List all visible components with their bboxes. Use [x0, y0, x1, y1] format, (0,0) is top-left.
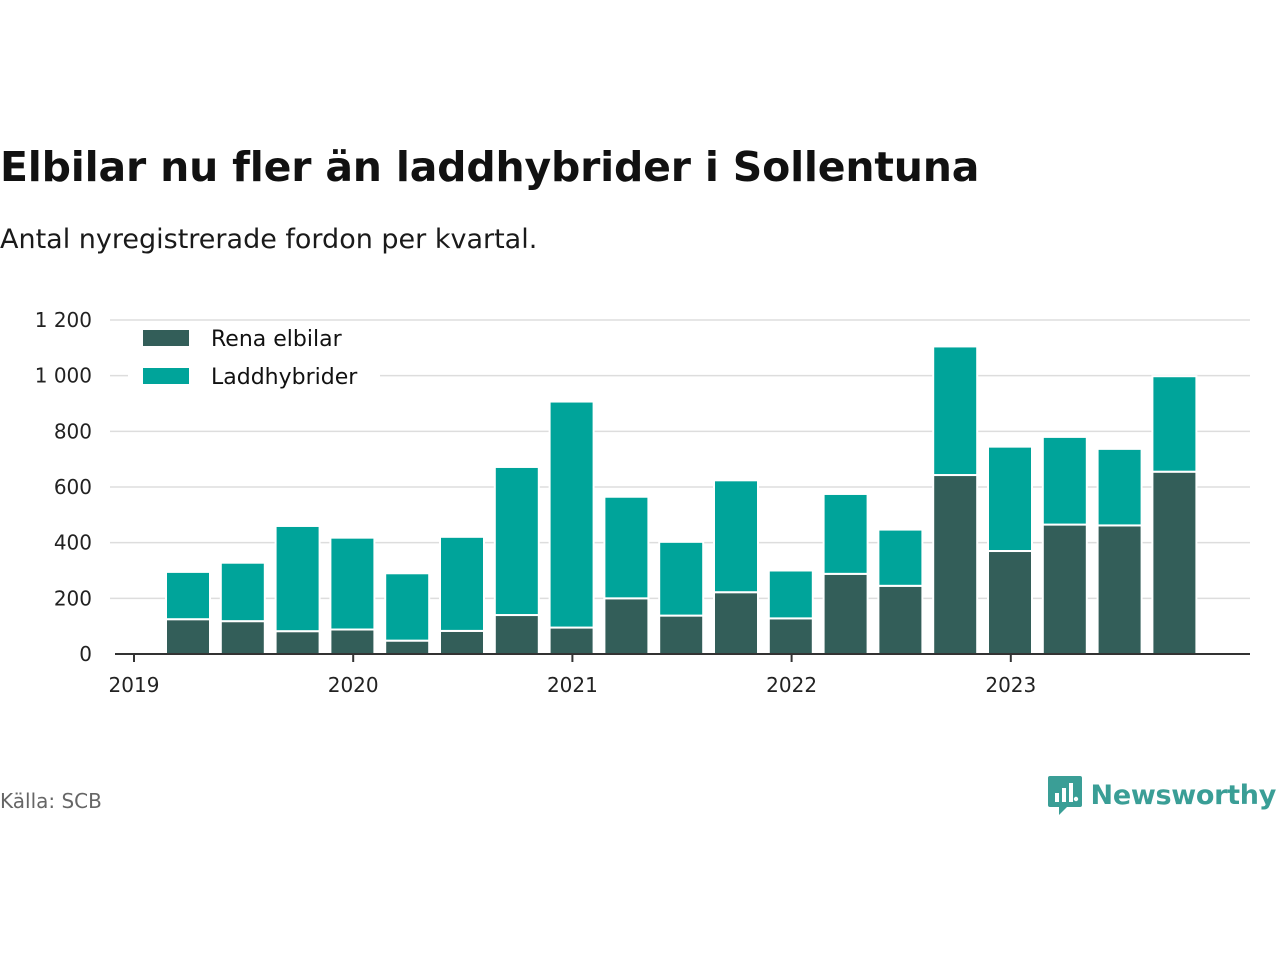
legend-item-laddhybrider-swatch [143, 368, 189, 384]
bar-laddhybrider [932, 345, 979, 477]
x-tick-label: 2022 [766, 673, 817, 697]
legend-item-laddhybrider-label: Laddhybrider [211, 365, 358, 390]
bar-rena-elbilar [1096, 524, 1143, 655]
bar-laddhybrider [439, 535, 485, 632]
legend-item-rena-elbilar-label: Rena elbilar [211, 327, 343, 352]
bar-laddhybrider [1151, 375, 1198, 473]
bar-laddhybrider [384, 572, 431, 642]
y-tick-label: 800 [54, 419, 92, 443]
bar-rena-elbilar [274, 630, 321, 656]
bar-laddhybrider [548, 400, 595, 629]
bar-rena-elbilar [1151, 470, 1198, 656]
bar-laddhybrider [274, 524, 321, 633]
newsworthy-logo-icon [1047, 776, 1082, 815]
bar-rena-elbilar [439, 629, 485, 655]
bar-laddhybrider [493, 465, 540, 617]
bar-laddhybrider [713, 479, 759, 594]
bar-rena-elbilar [987, 550, 1033, 655]
legend-item-rena-elbilar-swatch [143, 330, 189, 346]
bar-rena-elbilar [493, 614, 540, 655]
y-tick-label: 200 [54, 586, 92, 610]
bar-rena-elbilar [1041, 523, 1088, 656]
x-tick-label: 2020 [328, 673, 379, 697]
chart-subtitle: Antal nyregistrerade fordon per kvartal. [0, 224, 538, 255]
brand-name: Newsworthy [1090, 779, 1277, 811]
bar-rena-elbilar [658, 614, 705, 656]
bar-laddhybrider [658, 540, 705, 617]
bar-rena-elbilar [548, 626, 595, 656]
bar-rena-elbilar [877, 584, 924, 656]
bar-rena-elbilar [713, 591, 759, 656]
x-tick-label: 2021 [547, 673, 598, 697]
legend: Rena elbilar Laddhybrider [128, 322, 380, 402]
brand-logo: Newsworthy [1047, 774, 1276, 816]
bar-rena-elbilar [767, 617, 814, 656]
bar-laddhybrider [987, 445, 1033, 553]
bar-rena-elbilar [219, 620, 266, 656]
bar-rena-elbilar [165, 618, 211, 655]
bar-laddhybrider [219, 561, 266, 623]
x-tick-label: 2019 [109, 673, 160, 697]
bar-laddhybrider [822, 492, 869, 575]
y-tick-label: 400 [54, 531, 92, 555]
bar-laddhybrider [603, 495, 650, 600]
x-tick-label: 2023 [985, 673, 1036, 697]
bars [165, 345, 1198, 656]
y-axis-ticks: 0 200 400 600 800 1 000 1 200 [35, 308, 92, 666]
bar-rena-elbilar [603, 597, 650, 655]
y-tick-label: 0 [79, 642, 92, 666]
bar-rena-elbilar [932, 474, 979, 656]
bar-rena-elbilar [822, 572, 869, 656]
y-tick-label: 600 [54, 475, 92, 499]
y-tick-label: 1 000 [35, 364, 92, 388]
x-axis: 2019 2020 2021 2022 2023 [109, 653, 1250, 697]
source-note: Källa: SCB [0, 789, 102, 813]
bar-laddhybrider [1041, 435, 1088, 526]
bar-rena-elbilar [329, 628, 376, 655]
stacked-bar-chart: 0 200 400 600 800 1 000 1 200 2019 2020 2021 2022… [35, 308, 1250, 697]
bar-laddhybrider [877, 528, 924, 587]
y-tick-label: 1 200 [35, 308, 92, 332]
bar-laddhybrider [767, 569, 814, 620]
bar-laddhybrider [165, 570, 211, 621]
chart-title: Elbilar nu fler än laddhybrider i Sollen… [0, 143, 980, 191]
bar-laddhybrider [329, 536, 376, 631]
bar-laddhybrider [1096, 447, 1143, 527]
bar-rena-elbilar [384, 639, 431, 656]
